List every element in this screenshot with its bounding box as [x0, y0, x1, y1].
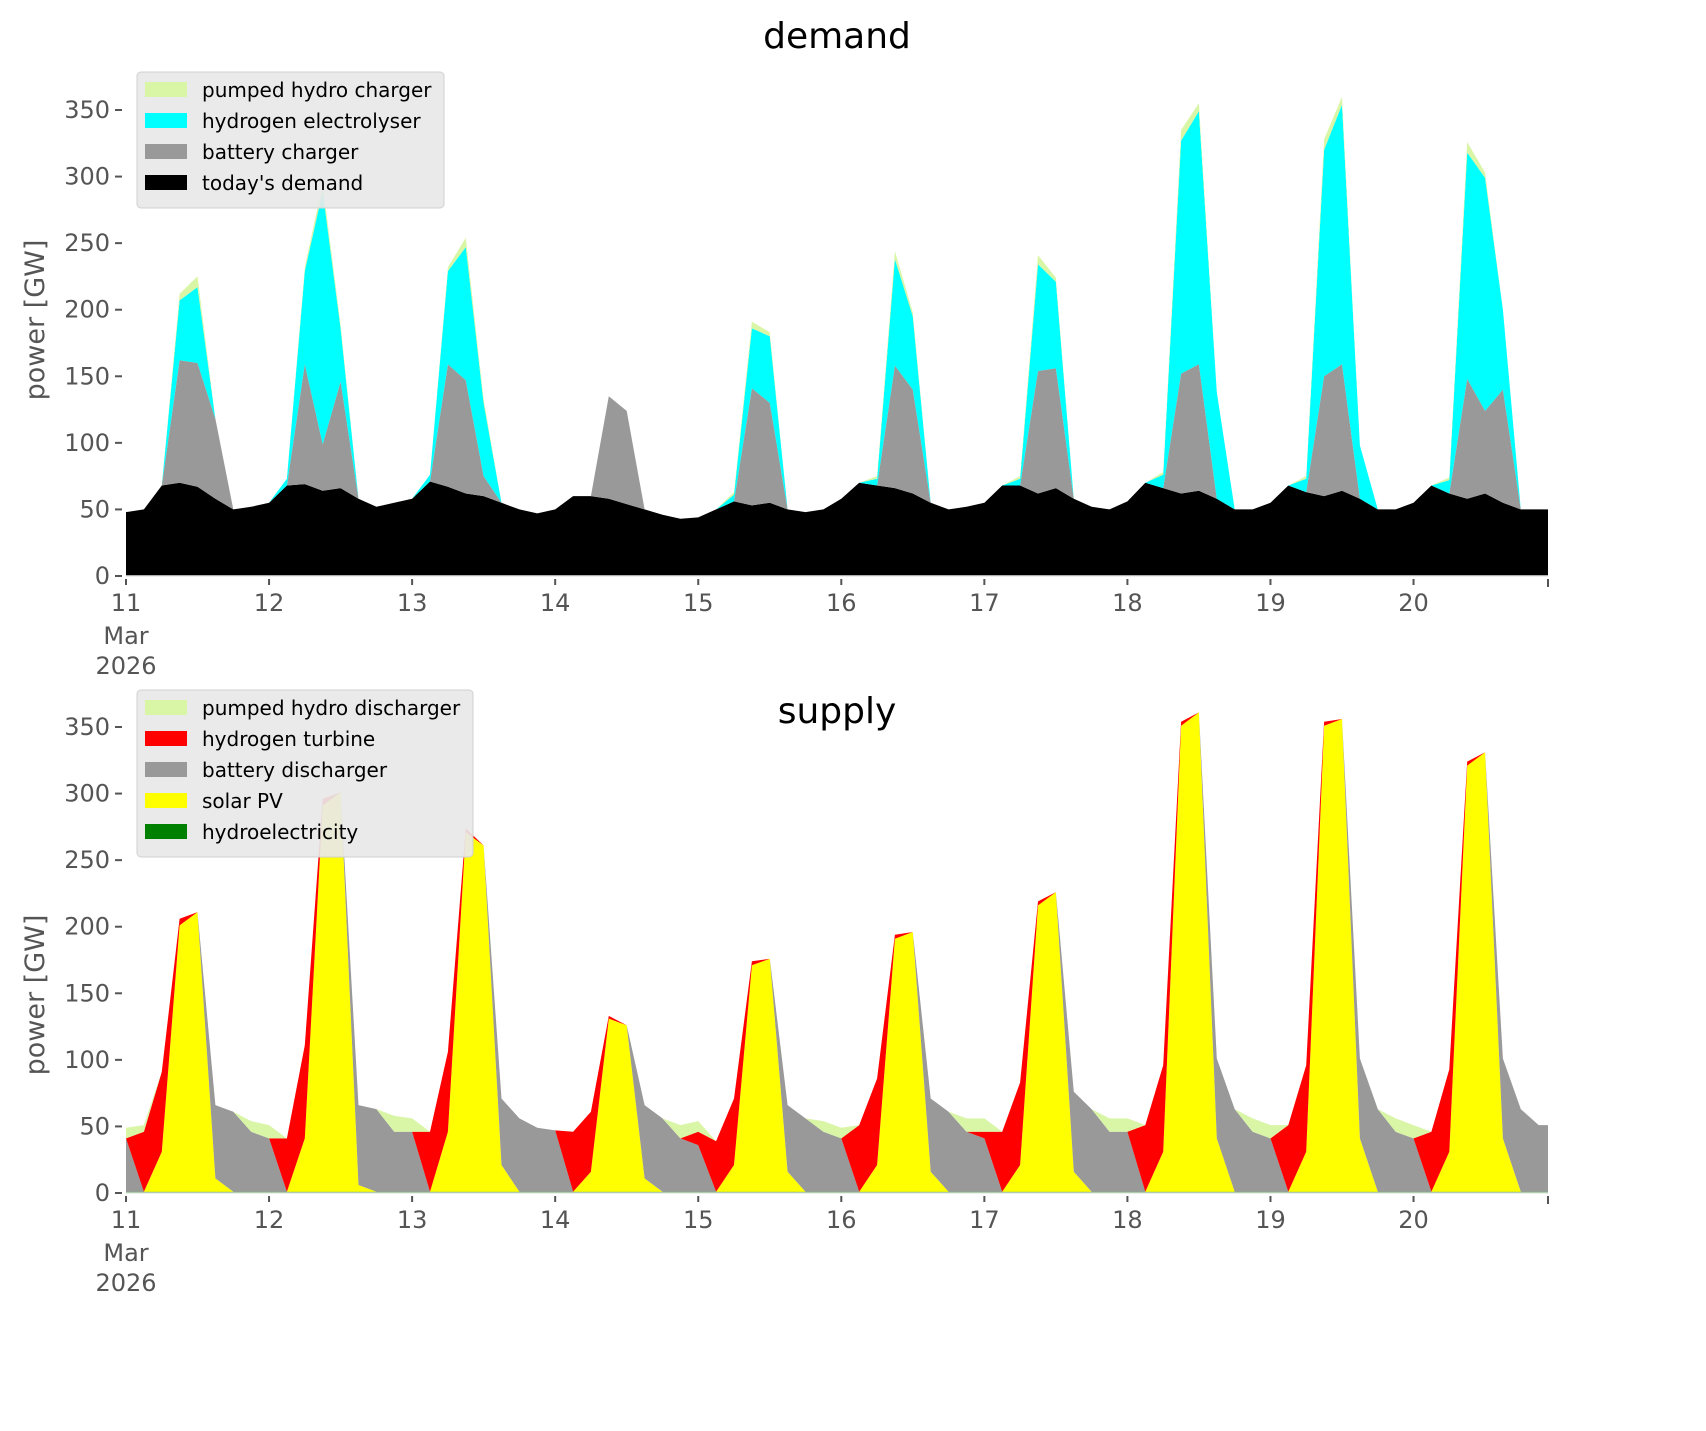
legend-box [136, 71, 445, 209]
x-tick-sublabel: 2026 [95, 1269, 156, 1297]
x-tick-label: 17 [969, 589, 1000, 617]
y-tick-label: 50 [79, 1112, 110, 1140]
x-tick-label: 19 [1255, 589, 1286, 617]
legend-label: solar PV [202, 789, 283, 813]
legend-item-battery-charger: battery charger [145, 140, 359, 164]
legend-swatch [145, 175, 187, 190]
x-tick-label: 14 [540, 1206, 571, 1234]
legend: pumped hydro discharger hydrogen turbine b… [136, 689, 474, 858]
y-tick-label: 250 [64, 846, 110, 874]
chart-title: supply [778, 691, 897, 732]
y-tick-label: 300 [64, 780, 110, 808]
legend-swatch [145, 793, 187, 808]
x-tick-label: 13 [397, 589, 428, 617]
area-solar-pv [126, 712, 1548, 1192]
y-tick-label: 150 [64, 362, 110, 390]
legend-item-pumped-hydro-charger: pumped hydro charger [145, 78, 432, 102]
area-hydrogen-electrolyser [126, 104, 1548, 519]
y-tick-label: 100 [64, 1046, 110, 1074]
y-tick-label: 0 [95, 562, 110, 590]
legend-swatch [145, 700, 187, 715]
x-tick-label: 15 [683, 589, 714, 617]
y-tick-label: 350 [64, 96, 110, 124]
area-battery-discharger [126, 712, 1548, 1192]
x-tick-label: 16 [826, 589, 857, 617]
legend: pumped hydro charger hydrogen electrolyse… [136, 71, 445, 209]
x-tick-sublabel: Mar [103, 1239, 148, 1267]
legend-swatch [145, 144, 187, 159]
y-tick-label: 150 [64, 979, 110, 1007]
legend-swatch [145, 824, 187, 839]
legend-label: battery charger [202, 140, 359, 164]
area-battery-charger [126, 360, 1548, 519]
legend-swatch [145, 731, 187, 746]
legend-label: hydroelectricity [202, 820, 358, 844]
y-axis-label: power [GW] [20, 240, 51, 401]
legend-item-pumped-hydro-discharger: pumped hydro discharger [145, 696, 461, 720]
y-tick-label: 200 [64, 296, 110, 324]
x-tick-label: 17 [969, 1206, 1000, 1234]
x-tick-label: 20 [1398, 1206, 1429, 1234]
y-tick-label: 50 [79, 495, 110, 523]
x-tick-label: 11 [111, 589, 142, 617]
chart-title: demand [763, 16, 911, 57]
y-tick-label: 0 [95, 1179, 110, 1207]
legend-label: hydrogen electrolyser [202, 109, 421, 133]
legend-label: hydrogen turbine [202, 727, 375, 751]
legend-label: pumped hydro charger [202, 78, 432, 102]
x-tick-label: 18 [1112, 1206, 1143, 1234]
x-tick-label: 12 [254, 1206, 285, 1234]
y-tick-label: 350 [64, 713, 110, 741]
legend-item-hydrogen-electrolyser: hydrogen electrolyser [145, 109, 421, 133]
legend-label: pumped hydro discharger [202, 696, 461, 720]
legend-swatch [145, 113, 187, 128]
x-tick-label: 16 [826, 1206, 857, 1234]
legend-item-solar-pv: solar PV [145, 789, 283, 813]
legend-label: today's demand [202, 171, 363, 195]
legend-swatch [145, 82, 187, 97]
x-tick-label: 18 [1112, 589, 1143, 617]
legend-item-hydroelectricity: hydroelectricity [145, 820, 358, 844]
y-tick-label: 250 [64, 229, 110, 257]
y-tick-label: 100 [64, 429, 110, 457]
y-tick-label: 200 [64, 913, 110, 941]
legend-item-today-s-demand: today's demand [145, 171, 363, 195]
x-tick-sublabel: 2026 [95, 652, 156, 680]
area-today-s-demand [126, 481, 1548, 576]
legend-swatch [145, 762, 187, 777]
y-axis-label: power [GW] [20, 915, 51, 1076]
x-tick-label: 12 [254, 589, 285, 617]
x-tick-label: 20 [1398, 589, 1429, 617]
x-tick-label: 19 [1255, 1206, 1286, 1234]
legend-item-battery-discharger: battery discharger [145, 758, 388, 782]
x-tick-label: 14 [540, 589, 571, 617]
x-tick-label: 15 [683, 1206, 714, 1234]
x-tick-sublabel: Mar [103, 622, 148, 650]
x-tick-label: 11 [111, 1206, 142, 1234]
x-tick-label: 13 [397, 1206, 428, 1234]
legend-box [136, 689, 474, 858]
legend-item-hydrogen-turbine: hydrogen turbine [145, 727, 375, 751]
legend-label: battery discharger [202, 758, 388, 782]
area-layers [126, 96, 1548, 576]
y-tick-label: 300 [64, 163, 110, 191]
